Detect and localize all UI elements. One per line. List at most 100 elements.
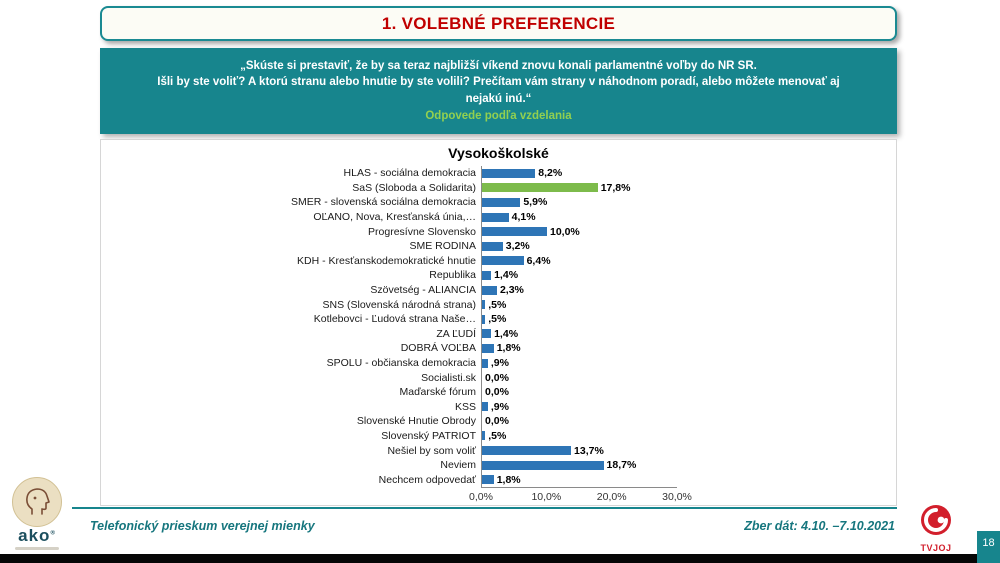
bar	[482, 197, 521, 207]
chart-row: KSS ,9%	[101, 399, 896, 415]
chart-row: Neviem 18,7%	[101, 457, 896, 473]
bar-area: 17,8%	[481, 180, 677, 196]
bar-area: 8,2%	[481, 166, 677, 181]
chart-row: Nechcem odpovedať 1,8%	[101, 472, 896, 488]
category-label: Socialisti.sk	[421, 371, 476, 384]
x-axis-tick-label: 0,0%	[469, 491, 493, 504]
question-line-2: Išli by ste voliť? A ktorú stranu alebo …	[157, 76, 840, 89]
chart-row: Republika 1,4%	[101, 268, 896, 283]
chart-row: HLAS - sociálna demokracia 8,2%	[101, 166, 896, 181]
bar-value-label: 1,4%	[494, 327, 519, 340]
footer-divider	[72, 507, 897, 509]
chart-row: Szövetség - ALIANCIA 2,3%	[101, 282, 896, 298]
chart-row: Progresívne Slovensko 10,0%	[101, 224, 896, 239]
bar-area: ,5%	[481, 297, 677, 312]
bar	[482, 285, 497, 295]
bar-value-label: 0,0%	[485, 415, 509, 428]
x-axis-tick-label: 20,0%	[596, 491, 627, 504]
category-label: SMER - slovenská sociálna demokracia	[291, 196, 476, 209]
bar-area: 1,4%	[481, 268, 677, 283]
bottom-bar	[0, 554, 1000, 563]
category-label: Slovenské Hnutie Obrody	[356, 415, 476, 428]
chart-row: KDH - Kresťanskodemokratické hnutie 6,4%	[101, 253, 896, 269]
chart-row: Maďarské fórum 0,0%	[101, 384, 896, 400]
category-label: KDH - Kresťanskodemokratické hnutie	[296, 254, 476, 267]
category-label: SPOLU - občianska demokracia	[326, 357, 476, 370]
bar-value-label: 18,7%	[606, 459, 637, 472]
bar-value-label: ,5%	[488, 298, 507, 311]
page-number: 18	[977, 531, 1000, 563]
question-line-1: „Skúste si prestaviť, že by sa teraz naj…	[240, 59, 757, 72]
bar-area: 4,1%	[481, 209, 677, 225]
tvjoj-icon	[921, 505, 951, 535]
bar	[482, 183, 598, 193]
tvjoj-logo: TVJOJ	[915, 503, 957, 553]
category-label: OĽANO, Nova, Kresťanská únia,…	[313, 211, 476, 224]
bar	[482, 212, 509, 222]
bar-area: 5,9%	[481, 195, 677, 210]
bar	[482, 256, 524, 266]
bar-area: 10,0%	[481, 224, 677, 239]
category-label: Neviem	[440, 459, 476, 472]
chart-row: SNS (Slovenská národná strana) ,5%	[101, 297, 896, 312]
bar-value-label: ,9%	[490, 400, 509, 413]
bar-value-label: 1,8%	[496, 473, 521, 486]
category-label: Szövetség - ALIANCIA	[370, 284, 476, 297]
footer-left-text: Telefonický prieskum verejnej mienky	[90, 519, 315, 533]
chart-panel: Vysokoškolské HLAS - sociálna demokracia…	[100, 139, 897, 506]
bar-area: 1,8%	[481, 472, 677, 488]
chart-row: Nešiel by som voliť 13,7%	[101, 443, 896, 458]
bar	[482, 460, 604, 470]
category-label: KSS	[454, 400, 476, 413]
bar-value-label: 2,3%	[499, 284, 524, 297]
bar-value-label: ,9%	[490, 357, 509, 370]
bar-area: 3,2%	[481, 238, 677, 254]
bar-value-label: 6,4%	[526, 254, 551, 267]
x-axis-tick-label: 30,0%	[662, 491, 692, 504]
category-label: SaS (Sloboda a Solidarita)	[352, 181, 476, 194]
bar-value-label: 17,8%	[600, 181, 631, 194]
chart-row: OĽANO, Nova, Kresťanská únia,… 4,1%	[101, 209, 896, 225]
slide-title: 1. VOLEBNÉ PREFERENCIE	[381, 13, 616, 33]
chart-x-axis: 0,0% 10,0% 20,0% 30,0%	[469, 487, 692, 505]
category-label: HLAS - sociálna demokracia	[343, 167, 476, 180]
category-label: Kotlebovci - Ľudová strana Naše…	[313, 313, 476, 326]
chart-title: Vysokoškolské	[448, 145, 549, 161]
category-label: Maďarské fórum	[399, 386, 476, 399]
bar-value-label: 0,0%	[485, 386, 509, 399]
bar-area: ,9%	[481, 399, 677, 415]
tvjoj-logo-text: TVJOJ	[920, 543, 952, 553]
bar	[482, 300, 486, 310]
chart-row: Socialisti.sk 0,0%	[101, 370, 896, 385]
category-label: Republika	[429, 269, 476, 282]
category-label: SNS (Slovenská národná strana)	[322, 298, 477, 311]
bar	[482, 475, 494, 485]
category-label: SME RODINA	[409, 240, 476, 253]
category-label: Progresívne Slovensko	[368, 225, 476, 238]
bar-area: 18,7%	[481, 457, 677, 473]
bar-value-label: 13,7%	[574, 444, 604, 457]
bar	[482, 343, 494, 353]
bar-area: ,9%	[481, 355, 677, 371]
question-line-3: nejakú inú.“	[465, 93, 532, 105]
question-box: „Skúste si prestaviť, že by sa teraz naj…	[100, 48, 897, 134]
category-label: Nešiel by som voliť	[387, 444, 476, 457]
bar-value-label: 1,8%	[496, 342, 521, 355]
bar-value-label: 1,4%	[494, 269, 519, 282]
bar-area: 0,0%	[481, 414, 677, 429]
bar	[482, 270, 492, 280]
bar-area: 0,0%	[481, 384, 677, 400]
chart-row: SPOLU - občianska demokracia ,9%	[101, 355, 896, 371]
bar	[482, 227, 547, 237]
category-label: Nechcem odpovedať	[378, 473, 476, 486]
x-axis-tick-label: 10,0%	[531, 491, 562, 504]
bar-area: 13,7%	[481, 443, 677, 458]
bar-value-label: ,5%	[488, 313, 507, 326]
category-label: DOBRÁ VOĽBA	[400, 342, 476, 355]
bar-value-label: ,5%	[488, 429, 507, 442]
chart-row: Slovenské Hnutie Obrody 0,0%	[101, 414, 896, 429]
bar	[482, 329, 492, 339]
bar-area: 1,4%	[481, 326, 677, 342]
bar-area: ,5%	[481, 311, 677, 327]
chart-row: Kotlebovci - Ľudová strana Naše… ,5%	[101, 311, 896, 327]
